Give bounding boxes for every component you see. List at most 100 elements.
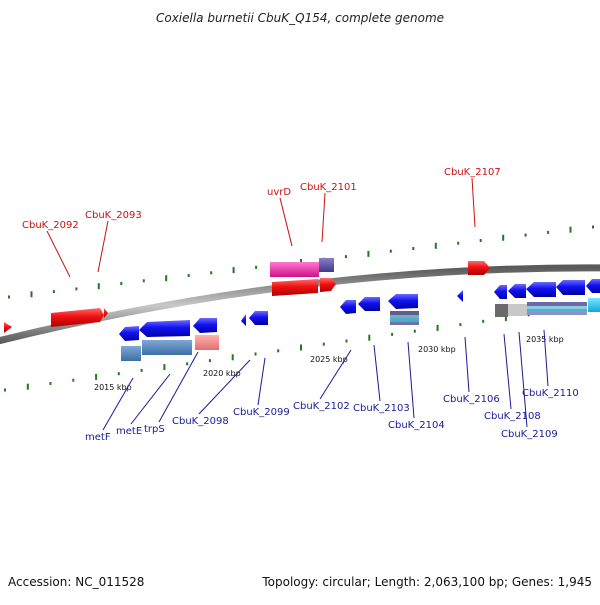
feature-track[interactable]	[527, 312, 587, 315]
gc-tick	[367, 250, 370, 257]
label-leader-line	[97, 220, 109, 273]
feature-track[interactable]	[508, 304, 527, 316]
gene-arrow[interactable]	[139, 320, 190, 337]
gc-tick	[26, 383, 29, 390]
feature-track[interactable]	[390, 311, 419, 315]
gene-arrow[interactable]	[468, 261, 490, 275]
gene-label-cbuk_2092[interactable]: CbuK_2092	[22, 220, 79, 231]
gene-arrow[interactable]	[249, 311, 268, 325]
gene-arrow[interactable]	[508, 284, 526, 298]
feature-track[interactable]	[527, 306, 587, 309]
gene-arrow[interactable]	[388, 294, 418, 309]
label-leader-line	[46, 230, 71, 278]
gene-label-mete[interactable]: metE	[116, 426, 142, 437]
gc-tick	[165, 275, 168, 282]
label-leader-line	[407, 341, 415, 419]
feature-track[interactable]	[495, 304, 508, 317]
gc-tick	[142, 279, 145, 283]
gc-tick	[277, 349, 280, 353]
gc-tick	[368, 334, 371, 341]
gc-tick	[524, 233, 527, 237]
gc-tick	[389, 249, 392, 253]
gene-label-cbuk_2110[interactable]: CbuK_2110	[522, 388, 579, 399]
gc-tick	[322, 342, 325, 346]
gene-label-cbuk_2108[interactable]: CbuK_2108	[484, 411, 541, 422]
label-leader-line	[158, 351, 199, 423]
gc-tick	[117, 372, 120, 376]
gene-arrow[interactable]	[556, 280, 585, 295]
label-leader-line	[518, 331, 528, 428]
gene-label-cbuk_2103[interactable]: CbuK_2103	[353, 403, 410, 414]
gene-label-cbuk_2098[interactable]: CbuK_2098	[172, 416, 229, 427]
gc-tick	[8, 295, 10, 299]
gene-label-cbuk_2106[interactable]: CbuK_2106	[443, 394, 500, 405]
gene-label-cbuk_2104[interactable]: CbuK_2104	[388, 420, 445, 431]
gene-arrow[interactable]	[494, 285, 507, 299]
label-leader-line	[503, 333, 512, 410]
gene-arrow[interactable]	[104, 308, 108, 318]
gc-tick	[345, 339, 348, 343]
gene-label-uvrd[interactable]: uvrD	[267, 187, 291, 198]
gc-tick	[72, 378, 75, 382]
gc-tick	[140, 368, 143, 372]
gene-label-metf[interactable]: metF	[85, 432, 111, 443]
feature-track[interactable]	[270, 262, 319, 277]
label-leader-line	[102, 377, 134, 431]
gene-label-cbuk_2107[interactable]: CbuK_2107	[444, 167, 501, 178]
gc-tick	[52, 290, 55, 294]
forward-genes	[4, 258, 490, 333]
feature-track[interactable]	[390, 322, 419, 325]
feature-track[interactable]	[527, 309, 587, 312]
gene-arrow[interactable]	[119, 326, 139, 341]
label-leader-line	[130, 373, 171, 425]
gc-tick	[344, 255, 347, 259]
map-title: Coxiella burnetii CbuK_Q154, complete ge…	[156, 11, 444, 25]
gene-arrow[interactable]	[457, 290, 463, 302]
feature-track[interactable]	[588, 298, 600, 312]
gene-label-cbuk_2102[interactable]: CbuK_2102	[293, 401, 350, 412]
gene-arrow[interactable]	[586, 279, 600, 293]
label-leader-line	[543, 329, 549, 387]
gene-label-cbuk_2101[interactable]: CbuK_2101	[300, 182, 357, 193]
gc-tick	[95, 373, 98, 380]
feature-track[interactable]	[121, 346, 141, 361]
gene-arrow[interactable]	[4, 322, 12, 333]
gene-arrow[interactable]	[51, 308, 104, 327]
gc-tick	[413, 329, 416, 333]
gc-tick	[186, 362, 189, 366]
label-leader-line	[198, 359, 251, 415]
feature-track[interactable]	[142, 340, 192, 355]
scale-tick-label: 2030 kbp	[418, 345, 456, 354]
feature-track[interactable]	[527, 302, 587, 306]
gc-tick	[4, 388, 6, 392]
gc-tick	[49, 382, 52, 385]
gene-arrow[interactable]	[193, 318, 217, 333]
gene-arrow[interactable]	[320, 278, 336, 292]
gc-tick	[208, 359, 211, 363]
feature-track[interactable]	[390, 315, 419, 318]
gene-label-trps[interactable]: trpS	[144, 424, 165, 435]
feature-track[interactable]	[195, 335, 219, 350]
gc-tick	[30, 291, 33, 298]
gene-label-cbuk_2093[interactable]: CbuK_2093	[85, 210, 142, 221]
label-leader-line	[257, 357, 266, 406]
feature-track[interactable]	[390, 318, 419, 322]
gene-arrow[interactable]	[526, 282, 556, 297]
gene-arrow[interactable]	[241, 314, 246, 326]
gene-arrow[interactable]	[358, 297, 380, 311]
gene-arrow[interactable]	[272, 279, 318, 296]
gene-label-cbuk_2109[interactable]: CbuK_2109	[501, 429, 558, 440]
gene-label-cbuk_2099[interactable]: CbuK_2099	[233, 407, 290, 418]
gene-arrow[interactable]	[340, 300, 356, 314]
gc-tick	[255, 265, 258, 269]
accession-text: Accession: NC_011528	[8, 575, 144, 589]
topology-text: Topology: circular; Length: 2,063,100 bp…	[261, 575, 592, 589]
gc-tick	[210, 271, 213, 275]
gc-tick	[479, 239, 482, 242]
gc-tick	[434, 242, 437, 249]
gc-tick	[569, 226, 572, 233]
feature-track[interactable]	[319, 258, 334, 272]
gc-tick	[412, 247, 415, 250]
